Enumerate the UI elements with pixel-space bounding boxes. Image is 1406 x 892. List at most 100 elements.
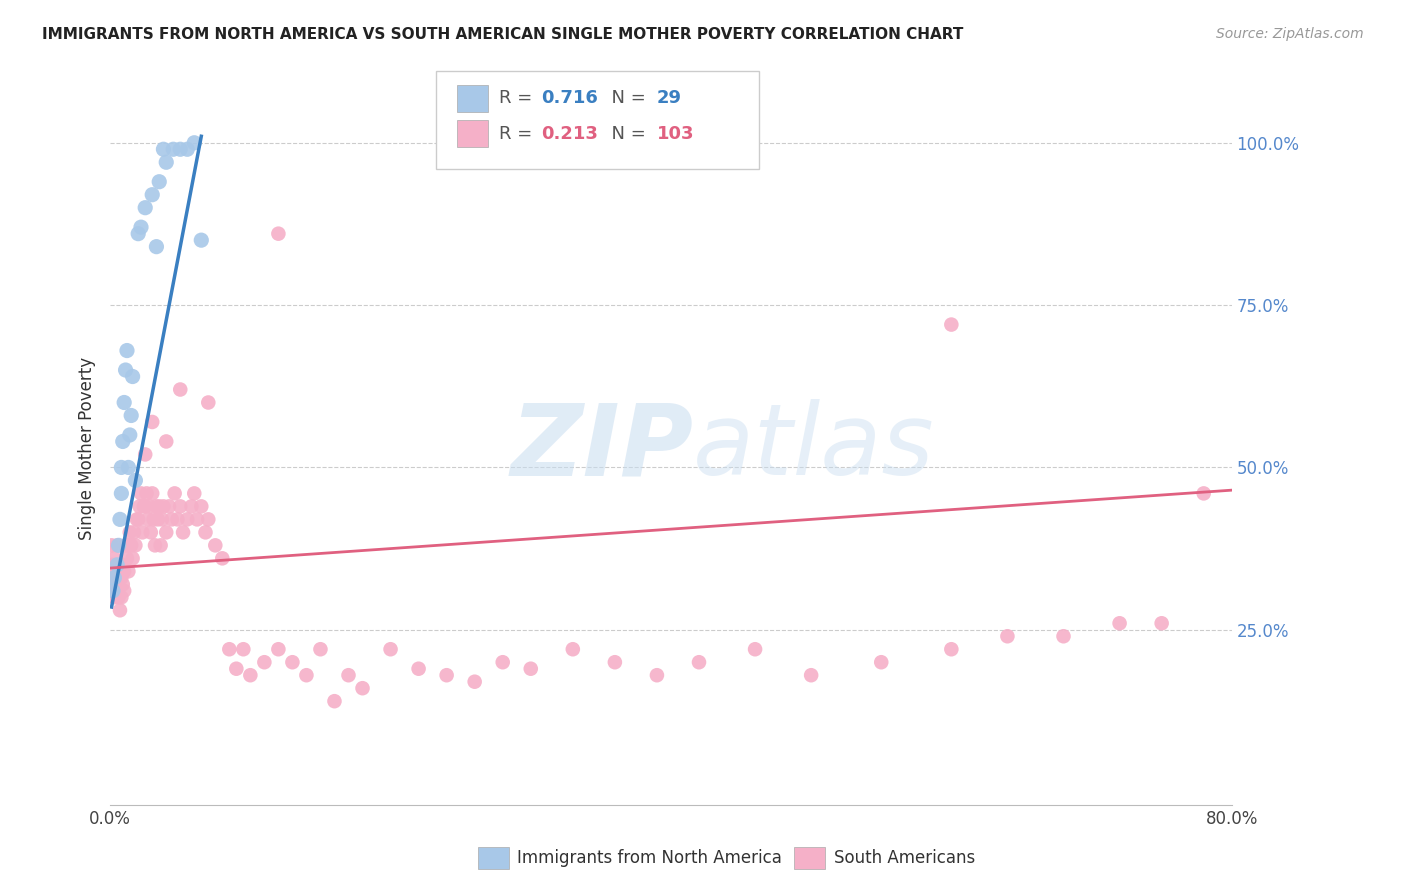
Point bbox=[323, 694, 346, 708]
Point bbox=[110, 571, 132, 585]
Point bbox=[134, 500, 156, 514]
Point bbox=[309, 642, 332, 657]
Point bbox=[120, 538, 142, 552]
Point bbox=[142, 512, 165, 526]
Point bbox=[160, 512, 183, 526]
Point bbox=[129, 220, 152, 235]
Point bbox=[118, 525, 141, 540]
Point bbox=[135, 486, 157, 500]
Point bbox=[141, 486, 163, 500]
Point bbox=[143, 538, 166, 552]
Point bbox=[253, 655, 276, 669]
Point bbox=[101, 558, 124, 572]
Point bbox=[162, 142, 184, 156]
Point bbox=[112, 564, 135, 578]
Point bbox=[110, 591, 132, 605]
Point bbox=[108, 512, 131, 526]
Point bbox=[561, 642, 583, 657]
Point bbox=[163, 486, 186, 500]
Point bbox=[145, 240, 167, 254]
Point bbox=[800, 668, 823, 682]
Point bbox=[111, 577, 134, 591]
Point bbox=[152, 500, 174, 514]
Point bbox=[136, 512, 159, 526]
Point bbox=[117, 564, 139, 578]
Point bbox=[941, 642, 963, 657]
Point bbox=[169, 500, 191, 514]
Point bbox=[100, 538, 122, 552]
Point bbox=[645, 668, 668, 682]
Point bbox=[110, 486, 132, 500]
Point bbox=[138, 500, 160, 514]
Point bbox=[111, 434, 134, 449]
Text: atlas: atlas bbox=[693, 400, 935, 497]
Point bbox=[148, 500, 170, 514]
Point bbox=[112, 395, 135, 409]
Point bbox=[115, 343, 138, 358]
Point bbox=[112, 583, 135, 598]
Point bbox=[141, 187, 163, 202]
Point bbox=[197, 395, 219, 409]
Point bbox=[211, 551, 233, 566]
Point bbox=[134, 201, 156, 215]
Point bbox=[131, 525, 153, 540]
Point bbox=[169, 383, 191, 397]
Text: 29: 29 bbox=[657, 89, 682, 107]
Point bbox=[105, 558, 128, 572]
Point bbox=[352, 681, 374, 696]
Y-axis label: Single Mother Poverty: Single Mother Poverty bbox=[79, 357, 96, 540]
Point bbox=[104, 577, 127, 591]
Point bbox=[121, 551, 143, 566]
Point bbox=[688, 655, 710, 669]
Point bbox=[157, 500, 180, 514]
Point bbox=[141, 415, 163, 429]
Point bbox=[281, 655, 304, 669]
Point bbox=[519, 662, 541, 676]
Point bbox=[145, 500, 167, 514]
Point bbox=[114, 363, 136, 377]
Point bbox=[176, 512, 198, 526]
Point bbox=[128, 500, 150, 514]
Point bbox=[134, 447, 156, 461]
Text: R =: R = bbox=[499, 89, 538, 107]
Point bbox=[295, 668, 318, 682]
Point bbox=[155, 155, 177, 169]
Point bbox=[114, 538, 136, 552]
Point bbox=[149, 538, 172, 552]
Text: South Americans: South Americans bbox=[834, 849, 974, 867]
Point bbox=[127, 227, 149, 241]
Point bbox=[107, 591, 129, 605]
Point bbox=[169, 142, 191, 156]
Point bbox=[870, 655, 893, 669]
Point bbox=[100, 564, 122, 578]
Point bbox=[464, 674, 486, 689]
Text: Immigrants from North America: Immigrants from North America bbox=[517, 849, 782, 867]
Point bbox=[108, 564, 131, 578]
Point bbox=[232, 642, 254, 657]
Point bbox=[492, 655, 515, 669]
Text: R =: R = bbox=[499, 125, 538, 143]
Point bbox=[122, 525, 145, 540]
Point bbox=[105, 538, 128, 552]
Point bbox=[103, 571, 125, 585]
Point bbox=[148, 175, 170, 189]
Point bbox=[124, 474, 146, 488]
Point bbox=[117, 460, 139, 475]
Point bbox=[1108, 616, 1130, 631]
Point bbox=[190, 233, 212, 247]
Point bbox=[155, 434, 177, 449]
Point bbox=[239, 668, 262, 682]
Point bbox=[105, 558, 128, 572]
Text: IMMIGRANTS FROM NORTH AMERICA VS SOUTH AMERICAN SINGLE MOTHER POVERTY CORRELATIO: IMMIGRANTS FROM NORTH AMERICA VS SOUTH A… bbox=[42, 27, 963, 42]
Point bbox=[111, 558, 134, 572]
Text: 0.213: 0.213 bbox=[541, 125, 598, 143]
Point bbox=[166, 512, 188, 526]
Point bbox=[997, 629, 1019, 643]
Point bbox=[183, 136, 205, 150]
Point bbox=[117, 538, 139, 552]
Point bbox=[176, 142, 198, 156]
Point bbox=[101, 577, 124, 591]
Point bbox=[127, 512, 149, 526]
Point bbox=[152, 142, 174, 156]
Point bbox=[139, 525, 162, 540]
